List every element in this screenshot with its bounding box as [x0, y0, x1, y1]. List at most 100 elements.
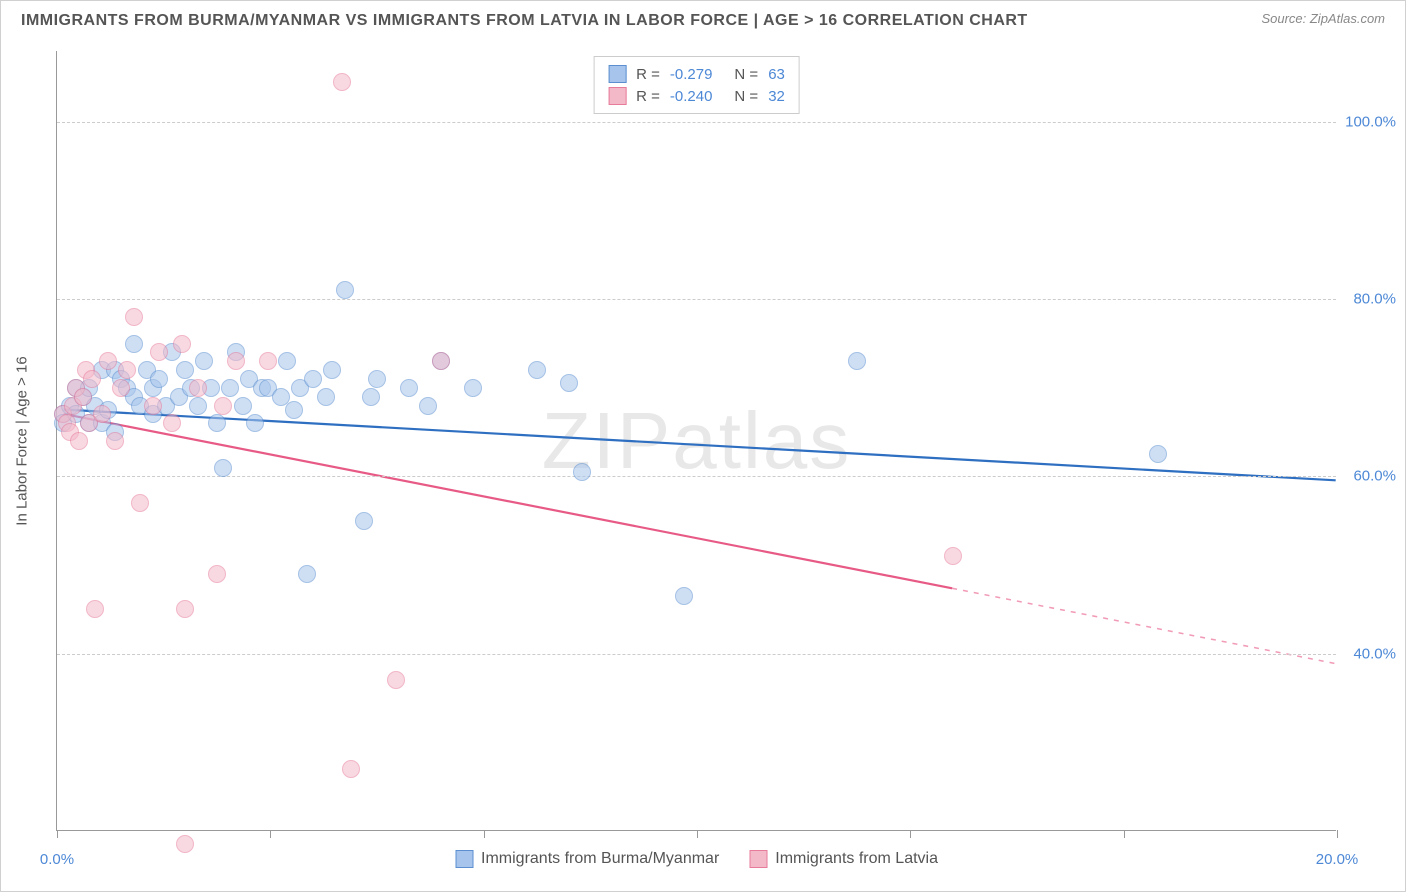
plot-area: ZIPatlas In Labor Force | Age > 16 R =-0…: [56, 51, 1336, 831]
legend-n-value: 63: [768, 66, 785, 83]
data-point-burma: [246, 414, 264, 432]
gridline-horizontal: [57, 476, 1336, 477]
data-point-latvia: [387, 671, 405, 689]
legend-r-value: -0.279: [670, 66, 713, 83]
data-point-burma: [400, 379, 418, 397]
x-tick: [697, 830, 698, 838]
data-point-burma: [195, 352, 213, 370]
x-tick: [910, 830, 911, 838]
data-point-burma: [214, 459, 232, 477]
x-tick: [1124, 830, 1125, 838]
trend-line-extrapolated-latvia: [952, 588, 1336, 663]
trend-line-latvia: [64, 414, 952, 588]
data-point-latvia: [83, 370, 101, 388]
data-point-burma: [323, 361, 341, 379]
data-point-burma: [176, 361, 194, 379]
data-point-latvia: [342, 760, 360, 778]
data-point-latvia: [176, 600, 194, 618]
data-point-latvia: [86, 600, 104, 618]
data-point-burma: [355, 512, 373, 530]
y-tick-label: 60.0%: [1353, 468, 1396, 485]
x-tick: [270, 830, 271, 838]
y-tick-label: 100.0%: [1345, 113, 1396, 130]
legend-series-label: Immigrants from Latvia: [775, 850, 938, 868]
data-point-latvia: [99, 352, 117, 370]
data-point-latvia: [112, 379, 130, 397]
data-point-latvia: [70, 432, 88, 450]
x-tick: [484, 830, 485, 838]
data-point-burma: [464, 379, 482, 397]
legend-r-value: -0.240: [670, 88, 713, 105]
data-point-burma: [528, 361, 546, 379]
legend-r-label: R =: [636, 88, 660, 105]
data-point-latvia: [173, 335, 191, 353]
data-point-burma: [368, 370, 386, 388]
legend-n-label: N =: [734, 66, 758, 83]
source-attribution: Source: ZipAtlas.com: [1261, 11, 1385, 26]
gridline-horizontal: [57, 654, 1336, 655]
legend-correlation-row: R = -0.240 N = 32: [608, 85, 785, 107]
data-point-burma: [573, 463, 591, 481]
data-point-latvia: [333, 73, 351, 91]
y-tick-label: 80.0%: [1353, 291, 1396, 308]
data-point-burma: [362, 388, 380, 406]
legend-series-item: Immigrants from Burma/Myanmar: [455, 850, 719, 868]
data-point-burma: [125, 335, 143, 353]
data-point-burma: [150, 370, 168, 388]
data-point-latvia: [106, 432, 124, 450]
data-point-latvia_extra: [176, 835, 194, 853]
data-point-burma: [298, 565, 316, 583]
trend-lines: [57, 51, 1336, 830]
data-point-latvia: [74, 388, 92, 406]
legend-swatch: [608, 87, 626, 105]
data-point-burma: [234, 397, 252, 415]
data-point-burma: [304, 370, 322, 388]
data-point-burma: [675, 587, 693, 605]
data-point-burma: [419, 397, 437, 415]
legend-series-item: Immigrants from Latvia: [749, 850, 938, 868]
data-point-latvia: [131, 494, 149, 512]
data-point-burma: [285, 401, 303, 419]
y-tick-label: 40.0%: [1353, 645, 1396, 662]
legend-series: Immigrants from Burma/Myanmar Immigrants …: [455, 850, 938, 868]
x-tick: [1337, 830, 1338, 838]
data-point-latvia: [432, 352, 450, 370]
data-point-burma: [221, 379, 239, 397]
legend-swatch: [455, 850, 473, 868]
x-tick-label: 0.0%: [40, 851, 74, 868]
data-point-latvia: [125, 308, 143, 326]
data-point-latvia: [227, 352, 245, 370]
data-point-latvia: [259, 352, 277, 370]
data-point-burma: [317, 388, 335, 406]
data-point-latvia: [208, 565, 226, 583]
data-point-burma: [848, 352, 866, 370]
chart-title: IMMIGRANTS FROM BURMA/MYANMAR VS IMMIGRA…: [21, 12, 1028, 30]
title-bar: IMMIGRANTS FROM BURMA/MYANMAR VS IMMIGRA…: [1, 1, 1405, 41]
data-point-latvia: [163, 414, 181, 432]
data-point-latvia: [189, 379, 207, 397]
legend-n-label: N =: [734, 88, 758, 105]
data-point-burma: [336, 281, 354, 299]
legend-swatch: [608, 65, 626, 83]
legend-swatch: [749, 850, 767, 868]
legend-series-label: Immigrants from Burma/Myanmar: [481, 850, 719, 868]
x-tick: [57, 830, 58, 838]
data-point-burma: [208, 414, 226, 432]
x-tick-label: 20.0%: [1316, 851, 1359, 868]
data-point-burma: [560, 374, 578, 392]
gridline-horizontal: [57, 122, 1336, 123]
y-axis-label: In Labor Force | Age > 16: [14, 356, 31, 525]
data-point-latvia: [118, 361, 136, 379]
legend-r-label: R =: [636, 66, 660, 83]
legend-n-value: 32: [768, 88, 785, 105]
data-point-burma: [278, 352, 296, 370]
data-point-latvia: [150, 343, 168, 361]
data-point-latvia: [214, 397, 232, 415]
data-point-latvia: [944, 547, 962, 565]
data-point-latvia: [144, 397, 162, 415]
data-point-latvia: [93, 405, 111, 423]
data-point-burma: [189, 397, 207, 415]
legend-correlation-row: R = -0.279 N = 63: [608, 63, 785, 85]
chart-container: IMMIGRANTS FROM BURMA/MYANMAR VS IMMIGRA…: [0, 0, 1406, 892]
gridline-horizontal: [57, 299, 1336, 300]
